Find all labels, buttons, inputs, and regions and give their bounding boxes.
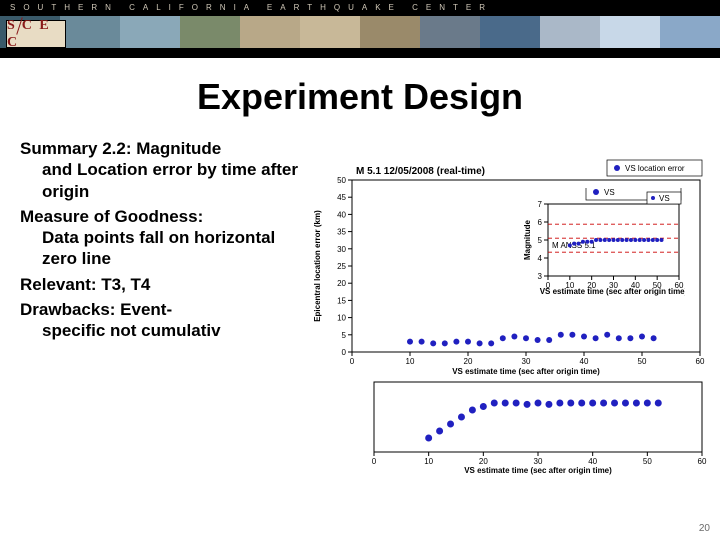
svg-text:0: 0 xyxy=(342,348,347,357)
svg-text:20: 20 xyxy=(464,357,473,366)
page-number: 20 xyxy=(699,523,710,534)
svg-text:VS estimate time (sec after or: VS estimate time (sec after origin time) xyxy=(540,287,685,296)
svg-text:20: 20 xyxy=(479,457,488,466)
svg-text:Epicentral location error (km): Epicentral location error (km) xyxy=(313,210,322,322)
paragraph-goodness: Measure of Goodness: Data points fall on… xyxy=(20,206,300,270)
svg-text:0: 0 xyxy=(372,457,377,466)
svg-text:25: 25 xyxy=(337,262,346,271)
svg-text:VS estimate time (sec after or: VS estimate time (sec after origin time) xyxy=(452,367,600,376)
logo-text: SC E C xyxy=(7,17,65,51)
svg-text:60: 60 xyxy=(698,457,707,466)
scec-logo: SC E C xyxy=(6,20,66,48)
logo-s: S xyxy=(7,18,17,33)
svg-text:5: 5 xyxy=(538,236,543,245)
svg-text:30: 30 xyxy=(337,245,346,254)
header-banner: SOUTHERN CALIFORNIA EARTHQUAKE CENTER SC… xyxy=(0,0,720,58)
svg-text:M 5.1 12/05/2008 (real-time): M 5.1 12/05/2008 (real-time) xyxy=(356,166,485,177)
p4-body: specific not cumulativ xyxy=(20,320,300,341)
svg-text:6: 6 xyxy=(538,218,543,227)
p2-body: Data points fall on horizontal zero line xyxy=(20,227,300,270)
svg-text:Magnitude: Magnitude xyxy=(523,219,532,260)
org-name: SOUTHERN CALIFORNIA EARTHQUAKE CENTER xyxy=(0,0,720,16)
svg-text:35: 35 xyxy=(337,228,346,237)
svg-text:30: 30 xyxy=(534,457,543,466)
logo-c: C xyxy=(22,18,34,33)
svg-text:30: 30 xyxy=(522,357,531,366)
paragraph-relevant: Relevant: T3, T4 xyxy=(20,274,300,295)
svg-text:15: 15 xyxy=(337,296,346,305)
svg-text:VS estimate time (sec after or: VS estimate time (sec after origin time) xyxy=(464,466,612,475)
svg-text:50: 50 xyxy=(643,457,652,466)
svg-text:40: 40 xyxy=(337,210,346,219)
p2-lead: Measure of Goodness: xyxy=(20,207,203,226)
content-row: Summary 2.2: Magnitude and Location erro… xyxy=(0,138,720,478)
p1-body: and Location error by time after origin xyxy=(20,159,300,202)
chart-column: 010203040506005101520253035404550VS esti… xyxy=(310,138,710,478)
svg-text:VS: VS xyxy=(659,194,670,203)
header-photo-strip xyxy=(0,16,720,48)
paragraph-drawbacks: Drawbacks: Event- specific not cumulativ xyxy=(20,299,300,342)
svg-text:40: 40 xyxy=(580,357,589,366)
svg-text:VS: VS xyxy=(604,188,615,197)
svg-text:3: 3 xyxy=(538,272,543,281)
p4-lead: Drawbacks: Event- xyxy=(20,300,172,319)
svg-text:60: 60 xyxy=(696,357,705,366)
svg-text:50: 50 xyxy=(337,176,346,185)
svg-text:10: 10 xyxy=(424,457,433,466)
svg-text:0: 0 xyxy=(350,357,355,366)
svg-text:10: 10 xyxy=(337,314,346,323)
bottom-chart: 0 10 20 30 40 50 60 VS estimate time (sec after… xyxy=(340,376,710,476)
header-bottom-bar xyxy=(0,48,720,58)
slide-title: Experiment Design xyxy=(0,76,720,118)
svg-text:20: 20 xyxy=(337,279,346,288)
svg-text:45: 45 xyxy=(337,193,346,202)
svg-text:40: 40 xyxy=(588,457,597,466)
svg-text:10: 10 xyxy=(406,357,415,366)
svg-text:50: 50 xyxy=(638,357,647,366)
svg-text:5: 5 xyxy=(342,331,347,340)
paragraph-summary: Summary 2.2: Magnitude and Location erro… xyxy=(20,138,300,202)
text-column: Summary 2.2: Magnitude and Location erro… xyxy=(10,138,310,478)
p1-lead: Summary 2.2: Magnitude xyxy=(20,139,221,158)
svg-text:4: 4 xyxy=(538,254,543,263)
magnitude-inset-chart: 010203040506034567VS estimate time (sec … xyxy=(520,188,685,298)
svg-text:7: 7 xyxy=(538,200,543,209)
svg-text:VS location error: VS location error xyxy=(625,164,685,173)
